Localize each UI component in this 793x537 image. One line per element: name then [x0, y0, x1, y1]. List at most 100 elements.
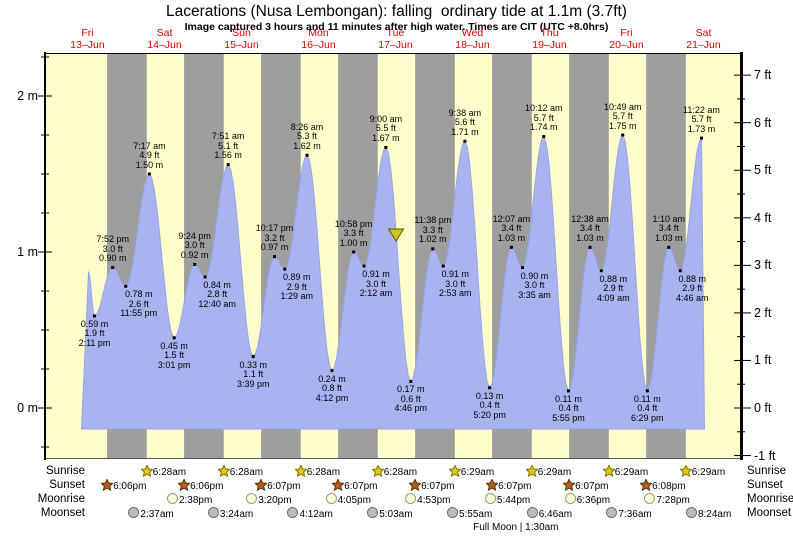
- axis-label-ft: 7 ft: [754, 68, 772, 83]
- annotation-line: 0.88 m: [599, 273, 628, 284]
- left-axis-tick: [38, 407, 52, 409]
- left-axis-tick: [41, 329, 49, 331]
- annotation-line: 0.4 ft: [479, 400, 500, 411]
- day-of-week: Mon: [308, 27, 329, 39]
- annotation-line: 3.3 ft: [343, 228, 364, 238]
- tide-annotation-high: 11:38 pm 3.3 ft 1.02 m: [414, 216, 451, 245]
- moonset-time: 2:37am: [140, 509, 174, 520]
- annotation-line: 7:52 pm: [96, 234, 129, 245]
- annotation-line: 2.8 ft: [207, 289, 228, 300]
- tide-annotation-high: 1:10 am 3.4 ft 1.03 m: [652, 214, 685, 244]
- sunrise-entry: 6:28am: [293, 464, 340, 478]
- tide-point: [203, 275, 207, 279]
- tide-point: [124, 284, 128, 288]
- tide-annotation-high: 9:24 pm 3.0 ft 0.92 m: [178, 230, 211, 261]
- annotation-line: 0.13 m: [475, 390, 504, 401]
- tide-point: [193, 262, 197, 266]
- tide-annotation-low: 0.11 m 0.4 ft 5:55 pm: [552, 394, 585, 424]
- moonrise-entry: 3:20pm: [246, 493, 292, 506]
- right-axis-tick: [734, 122, 751, 124]
- sunset-icon: [254, 478, 268, 492]
- sunset-icon: [485, 478, 499, 492]
- annotation-line: 1.03 m: [576, 232, 604, 243]
- axis-label-ft: 3 ft: [754, 258, 772, 273]
- sunset-time: 6:07pm: [575, 481, 609, 492]
- day-of-week: Sun: [232, 27, 251, 39]
- left-axis-tick: [41, 173, 49, 175]
- annotation-line: 5.7 ft: [691, 114, 712, 125]
- annotation-line: 4:46 pm: [394, 403, 428, 414]
- sunset-entry: 6:06pm: [177, 478, 223, 492]
- day-of-week: Wed: [461, 27, 484, 39]
- axis-label-ft: -1 ft: [754, 448, 776, 463]
- day-label: Sun 15–Jun: [224, 27, 258, 51]
- annotation-line: 2.9 ft: [682, 283, 703, 294]
- annotation-line: 0.11 m: [633, 393, 661, 404]
- annotation-line: 4:46 am: [676, 292, 709, 303]
- current-tide-marker: [387, 228, 405, 242]
- annotation-line: 5.7 ft: [533, 112, 554, 123]
- sunrise-entry: 6:29am: [601, 464, 648, 478]
- day-of-week: Thu: [540, 27, 559, 39]
- moonrise-icon: [166, 493, 178, 504]
- annotation-line: 3.4 ft: [501, 223, 522, 234]
- annotation-line: 0.84 m: [203, 279, 231, 290]
- annotation-line: 11:22 am: [683, 104, 720, 115]
- annotation-line: 5.1 ft: [218, 140, 239, 151]
- annotation-line: 1.03 m: [497, 232, 526, 243]
- moonset-icon: [446, 507, 458, 518]
- annotation-line: 1:29 am: [280, 291, 314, 302]
- plot-bottom-border: [44, 458, 742, 459]
- annotation-line: 1.9 ft: [84, 328, 105, 339]
- sunrise-time: 6:28am: [383, 467, 418, 478]
- tide-annotation-low: 0.88 m 2.9 ft 4:09 am: [597, 273, 630, 304]
- annotation-line: 9:24 pm: [178, 230, 211, 241]
- annotation-line: 1.02 m: [419, 234, 447, 245]
- left-axis-line: [44, 52, 46, 460]
- sunrise-time: 6:28am: [229, 467, 264, 478]
- annotation-line: 3.4 ft: [580, 223, 601, 234]
- astro-row-label-sunset: Sunset: [747, 479, 783, 491]
- sunrise-icon: [678, 464, 693, 478]
- axis-label-ft: 1 ft: [754, 353, 772, 368]
- tide-annotation-low: 0.33 m 1.1 ft 3:39 pm: [237, 360, 270, 390]
- tide-point: [226, 163, 230, 167]
- astro-row-label-moonrise: Moonrise: [747, 493, 793, 505]
- annotation-line: 1.71 m: [451, 126, 479, 137]
- sunrise-time: 6:28am: [152, 467, 187, 478]
- tide-point: [599, 269, 603, 273]
- annotation-line: 7:17 am: [133, 140, 166, 151]
- annotation-line: 12:07 am: [492, 213, 531, 224]
- annotation-line: 10:58 pm: [334, 218, 373, 229]
- day-of-week: Fri: [620, 27, 633, 39]
- moonrise-time: 7:28pm: [656, 495, 690, 506]
- day-of-week: Sat: [695, 27, 712, 39]
- annotation-line: 0.88 m: [678, 273, 707, 284]
- day-date: 13–Jun: [70, 38, 105, 51]
- moonrise-entry: 2:38pm: [166, 493, 212, 506]
- moonrise-time: 4:53pm: [417, 495, 451, 506]
- day-of-week: Sat: [156, 27, 173, 39]
- annotation-line: 0.59 m: [80, 318, 109, 329]
- day-date: 18–Jun: [455, 38, 490, 51]
- tide-point: [251, 355, 255, 359]
- moonset-entry: 5:55am: [446, 507, 492, 520]
- right-axis-tick: [737, 336, 745, 338]
- tide-annotation-high: 7:51 am 5.1 ft 1.56 m: [212, 132, 245, 161]
- day-label: Mon 16–Jun: [301, 27, 335, 51]
- tide-annotation-low: 0.88 m 2.9 ft 4:46 am: [676, 273, 709, 304]
- tide-point: [566, 389, 570, 393]
- annotation-line: 11:55 pm: [120, 308, 158, 319]
- annotation-line: 0.91 m: [441, 269, 469, 280]
- tide-point: [588, 245, 592, 249]
- left-axis-tick: [41, 134, 49, 136]
- annotation-line: 5.7 ft: [612, 111, 633, 121]
- tide-annotation-high: 9:00 am 5.5 ft 1.67 m: [369, 113, 403, 144]
- sunrise-entry: 6:29am: [447, 464, 494, 478]
- tide-point: [409, 379, 413, 383]
- tide-point: [463, 139, 467, 143]
- annotation-line: 10:49 am: [603, 101, 642, 112]
- tide-annotation-high: 10:17 pm 3.2 ft 0.97 m: [256, 224, 294, 253]
- annotation-line: 9:00 am: [369, 113, 403, 124]
